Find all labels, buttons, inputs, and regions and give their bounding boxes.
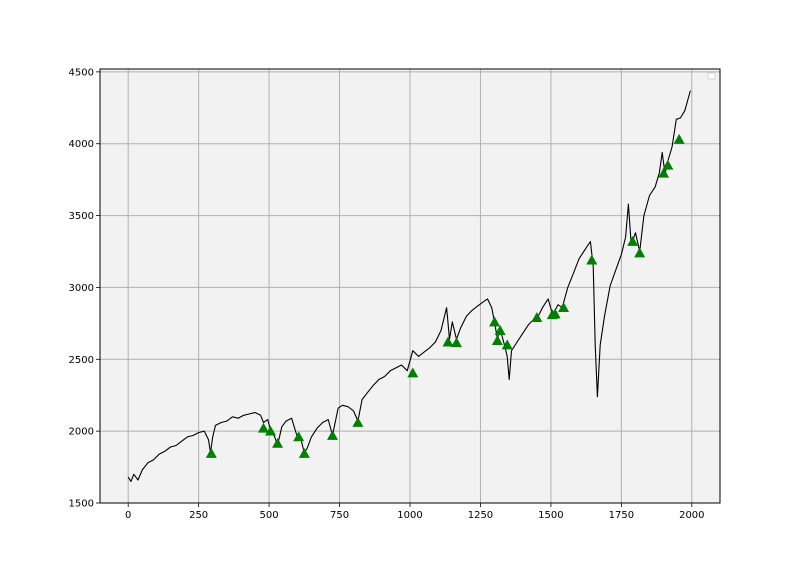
- x-tick-label: 1000: [397, 510, 422, 521]
- buy-signal-triangle: [298, 447, 310, 458]
- x-tick-label: 1250: [468, 510, 493, 521]
- buy-signal-triangle: [272, 437, 284, 448]
- buy-signal-triangle: [451, 337, 462, 348]
- buy-signal-triangle: [549, 308, 561, 319]
- x-tick-label: 250: [189, 510, 208, 521]
- buy-signal-triangle: [327, 429, 338, 440]
- legend-box: [707, 72, 716, 80]
- price-line: [127, 90, 691, 482]
- x-tick-label: 1500: [538, 510, 563, 521]
- y-tick-label: 2000: [69, 427, 94, 438]
- buy-signal-triangle: [662, 159, 674, 170]
- x-tick-label: 500: [260, 510, 279, 521]
- y-axis: 1500 2000 2500 3000 3500 4000 4500: [69, 67, 100, 510]
- x-tick-label: 750: [330, 510, 349, 521]
- y-tick-label: 3500: [69, 211, 94, 222]
- buy-signal-triangle: [293, 431, 305, 442]
- buy-signal-triangle: [407, 367, 419, 378]
- price-line-series: [127, 90, 691, 482]
- buy-signal-triangle: [627, 235, 639, 246]
- buy-signal-triangle: [586, 254, 598, 265]
- buy-signal-triangle: [265, 425, 276, 436]
- x-axis: 0 250 500 750 1000 1250 1500 1750 2000: [125, 503, 705, 521]
- x-tick-label: 0: [125, 510, 131, 521]
- buy-signal-triangle: [634, 247, 646, 258]
- buy-signal-triangle: [658, 167, 670, 178]
- buy-signal-triangle: [442, 336, 454, 347]
- buy-signal-triangle: [673, 133, 685, 144]
- y-tick-label: 4500: [69, 67, 94, 78]
- buy-signal-triangle: [205, 447, 217, 458]
- buy-signal-triangle: [531, 312, 543, 323]
- y-tick-label: 3000: [69, 283, 94, 294]
- buy-signal-triangle: [558, 302, 570, 312]
- x-tick-label: 1750: [609, 510, 634, 521]
- y-tick-label: 2500: [69, 355, 94, 366]
- x-tick-label: 2000: [679, 510, 704, 521]
- buy-signal-triangle: [491, 335, 503, 346]
- buy-signal-triangle: [489, 316, 501, 327]
- y-tick-label: 1500: [69, 499, 94, 510]
- buy-signal-triangle: [494, 325, 506, 335]
- buy-signal-markers: [205, 133, 685, 458]
- buy-signal-triangle: [257, 422, 269, 433]
- buy-signal-triangle: [501, 339, 513, 350]
- buy-signal-triangle: [352, 417, 364, 427]
- y-tick-label: 4000: [69, 139, 94, 150]
